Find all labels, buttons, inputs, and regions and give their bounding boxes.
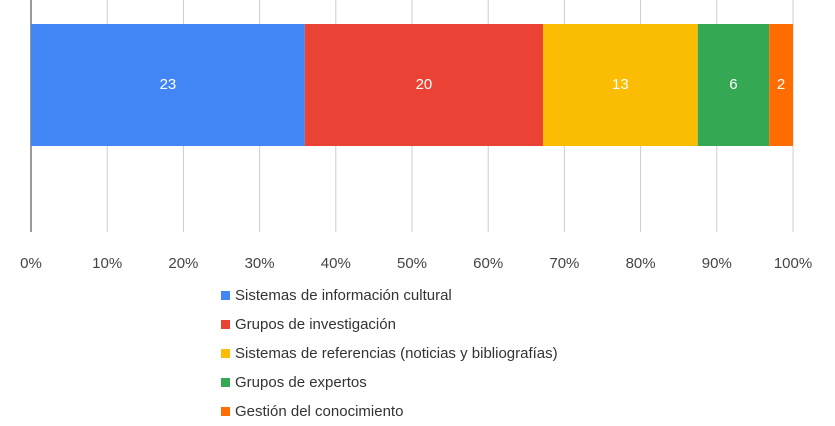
data-label: 2 <box>777 76 785 93</box>
legend-label: Grupos de investigación <box>235 316 396 333</box>
bar-segment <box>31 24 305 146</box>
legend-item: Grupos de expertos <box>221 368 558 397</box>
bar-segment <box>304 24 543 146</box>
bar-segment <box>542 24 698 146</box>
legend-label: Gestión del conocimiento <box>235 403 404 420</box>
legend-label: Sistemas de referencias (noticias y bibl… <box>235 345 558 362</box>
legend-item: Sistemas de información cultural <box>221 281 558 310</box>
data-label: 13 <box>612 76 629 93</box>
legend-swatch <box>221 378 230 387</box>
x-axis-ticks: 0% 10% 20% 30% 40% 50% 60% 70% 80% 90% 100% <box>20 255 812 272</box>
x-tick-label: 50% <box>397 255 427 272</box>
legend-swatch <box>221 407 230 416</box>
data-label: 6 <box>729 76 737 93</box>
x-tick-label: 0% <box>20 255 42 272</box>
x-tick-label: 80% <box>626 255 656 272</box>
legend-item: Grupos de investigación <box>221 310 558 339</box>
x-tick-label: 60% <box>473 255 503 272</box>
data-label: 23 <box>160 76 177 93</box>
legend: Sistemas de información cultural Grupos d… <box>221 281 558 426</box>
x-tick-label: 40% <box>321 255 351 272</box>
legend-item: Sistemas de referencias (noticias y bibl… <box>221 339 558 368</box>
x-tick-label: 90% <box>702 255 732 272</box>
bar-segment <box>697 24 770 146</box>
x-tick-label: 20% <box>168 255 198 272</box>
legend-swatch <box>221 291 230 300</box>
bar-segments: 23 20 13 6 2 <box>31 24 793 146</box>
x-tick-label: 70% <box>549 255 579 272</box>
legend-item: Gestión del conocimiento <box>221 397 558 426</box>
x-tick-label: 100% <box>774 255 812 272</box>
data-label: 20 <box>416 76 433 93</box>
legend-label: Sistemas de información cultural <box>235 287 452 304</box>
bar-segment <box>769 24 793 146</box>
legend-swatch <box>221 320 230 329</box>
x-tick-label: 30% <box>245 255 275 272</box>
legend-swatch <box>221 349 230 358</box>
x-tick-label: 10% <box>92 255 122 272</box>
legend-label: Grupos de expertos <box>235 374 367 391</box>
